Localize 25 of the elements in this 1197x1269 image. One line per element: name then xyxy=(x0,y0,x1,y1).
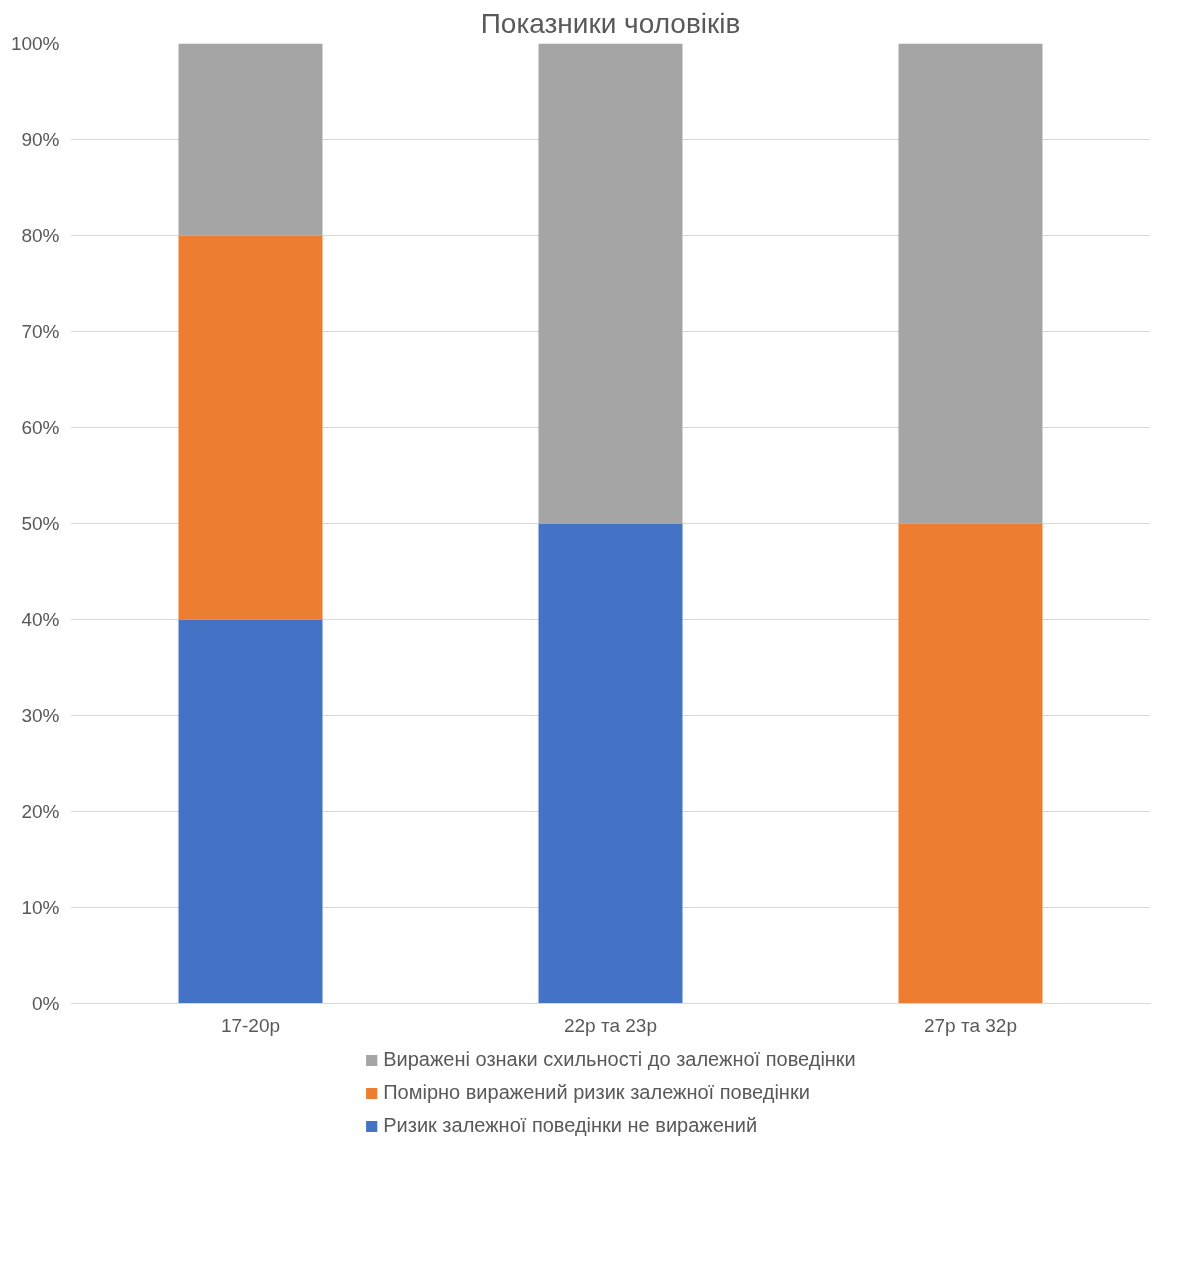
y-tick-label: 50% xyxy=(21,513,60,534)
y-tick-label: 20% xyxy=(21,801,60,822)
y-tick-label: 10% xyxy=(21,897,60,918)
x-tick-label: 27р та 32р xyxy=(923,1014,1018,1036)
bar xyxy=(178,619,323,1004)
x-tick-label: 17-20р xyxy=(220,1014,281,1036)
y-tick-label: 0% xyxy=(32,993,60,1014)
bar xyxy=(178,43,323,236)
bar xyxy=(538,43,683,524)
legend-label: Виражені ознаки схильності до залежної поведінки xyxy=(383,1048,856,1071)
legend-label: Помірно виражений ризик залежної поведінки xyxy=(383,1081,810,1104)
bar xyxy=(898,523,1043,1004)
y-tick-label: 40% xyxy=(21,609,60,630)
y-tick-label: 60% xyxy=(21,417,60,438)
x-tick-label: 22р та 23р xyxy=(563,1014,658,1036)
y-tick-label: 100% xyxy=(10,33,60,54)
legend-label: Ризик залежної поведінки не виражений xyxy=(383,1114,758,1137)
bar xyxy=(178,235,323,620)
y-tick-label: 90% xyxy=(21,129,60,150)
bar xyxy=(538,523,683,1004)
y-tick-label: 80% xyxy=(21,225,60,246)
chart-title: Показники чоловіків xyxy=(480,7,741,39)
y-tick-label: 30% xyxy=(21,705,60,726)
bar xyxy=(898,43,1043,524)
y-tick-label: 70% xyxy=(21,321,60,342)
